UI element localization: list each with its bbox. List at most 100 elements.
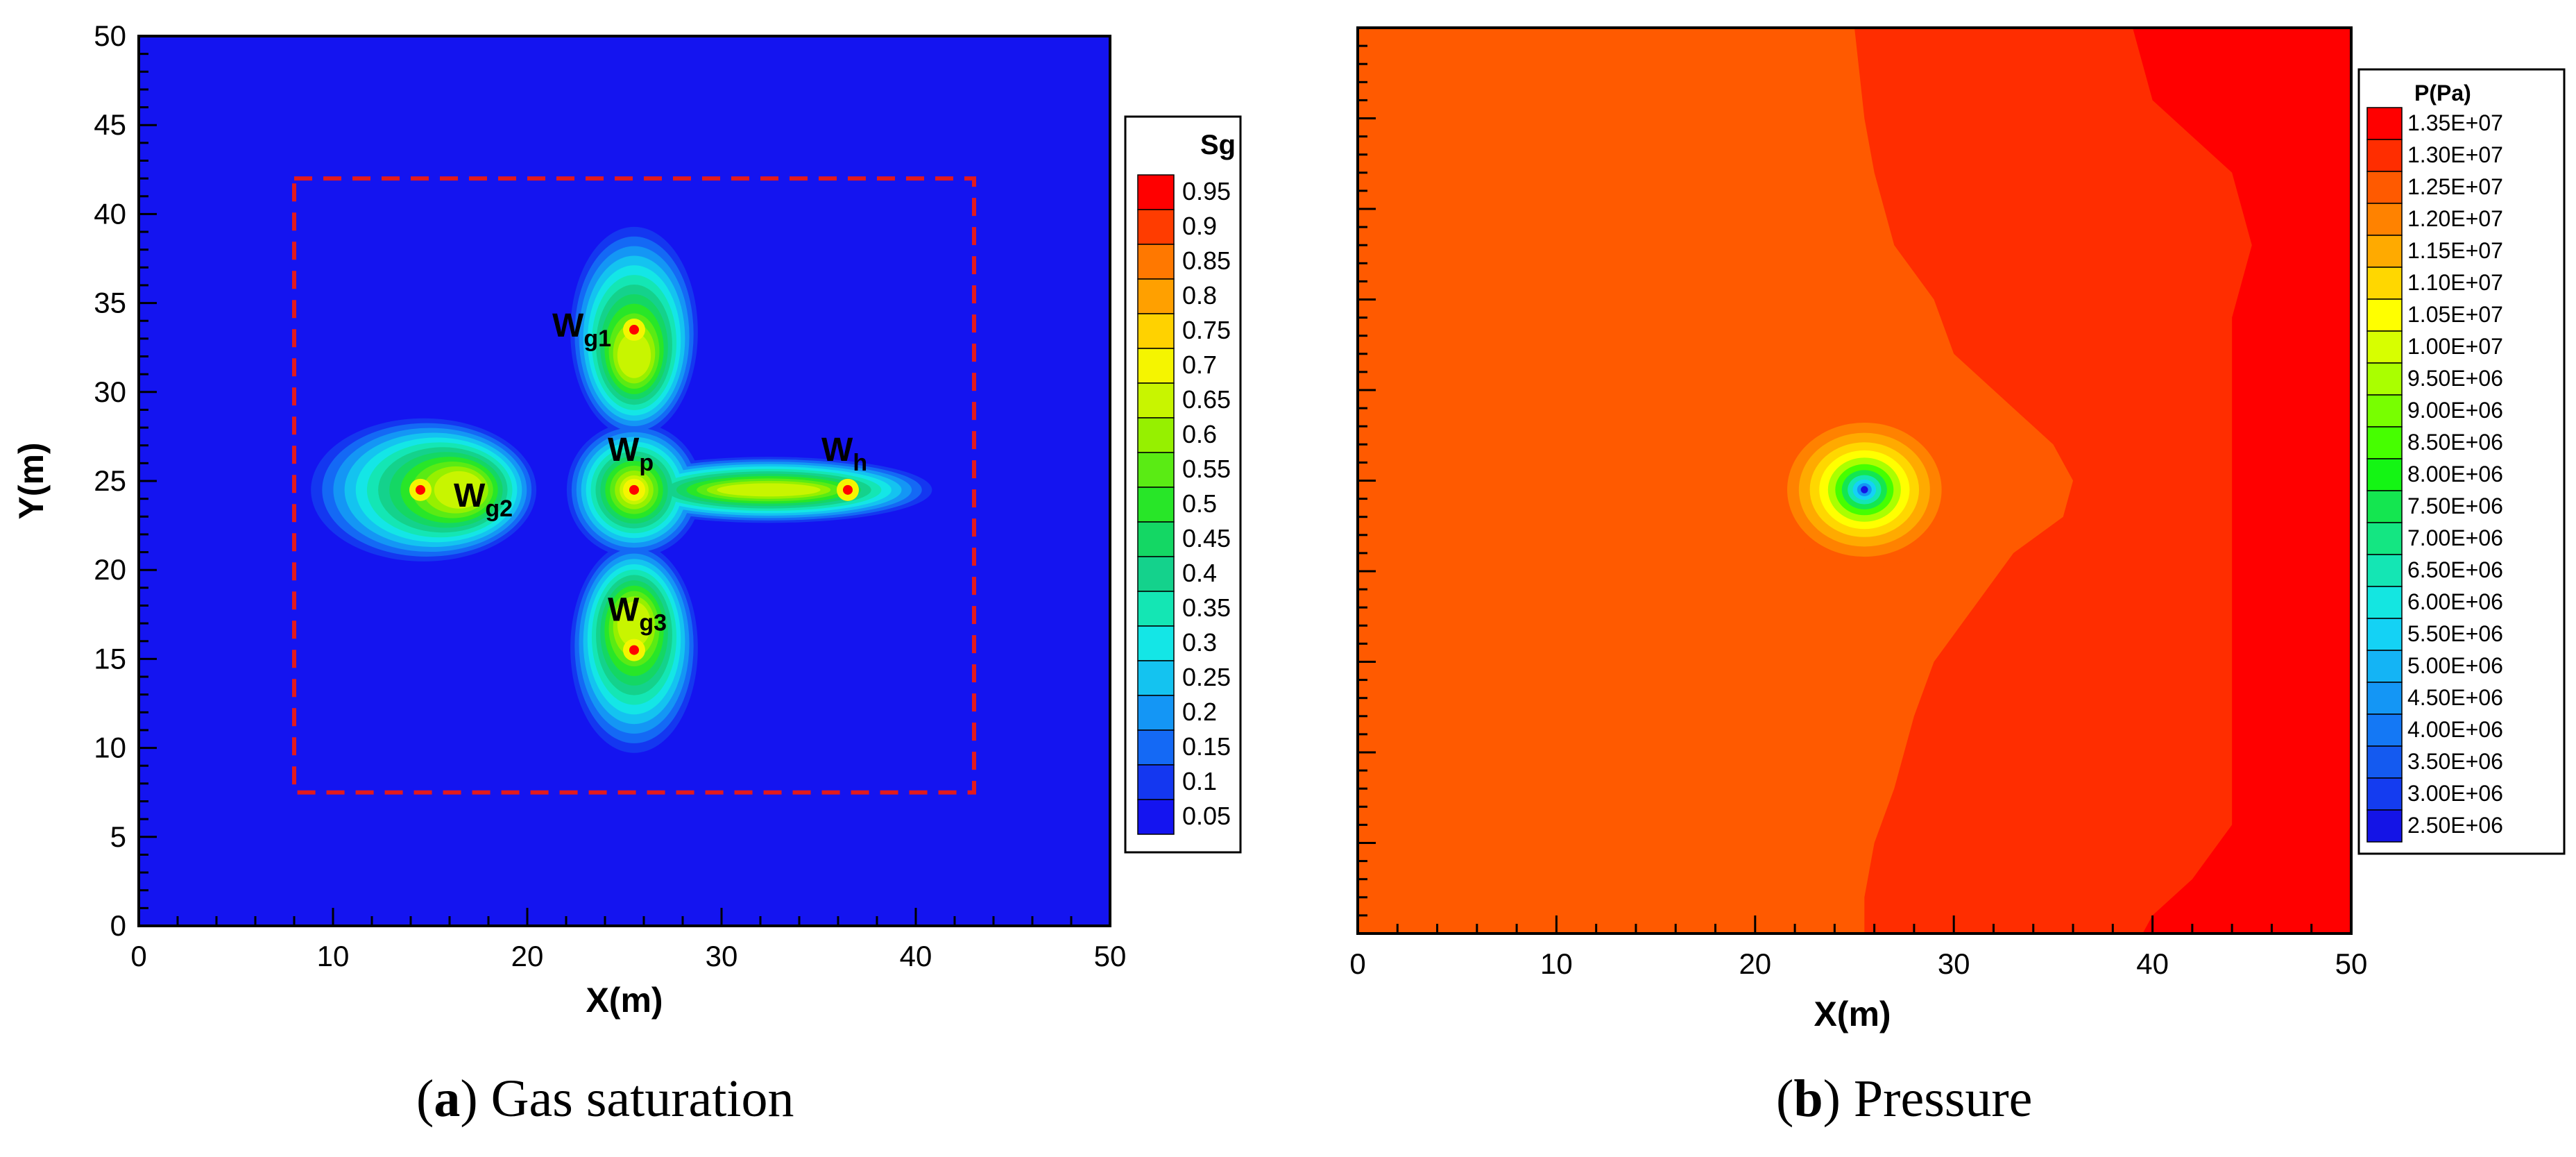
well-label-p: Wp <box>608 432 654 476</box>
y-tick-label-a: 0 <box>110 909 126 942</box>
caption-a-letter: a <box>434 1070 461 1128</box>
legend-label-b: 1.30E+07 <box>2407 142 2503 167</box>
legend-levels-a: 0.95 0.9 0.85 0.8 0.75 0.7 0.65 0.6 0.55 0.5 0.45 0… <box>1137 174 1231 835</box>
caption-b: (b) Pressure <box>1776 1070 2033 1128</box>
y-tick-label-a: 15 <box>94 642 126 675</box>
well-label-g2: Wg2 <box>454 478 513 522</box>
y-tick-label-a: 10 <box>94 732 126 764</box>
sg-lobe-left <box>434 471 484 509</box>
legend-swatch-b <box>2366 298 2403 332</box>
x-tick-label-b: 0 <box>1349 947 1365 980</box>
well-marker-core <box>629 325 639 335</box>
legend-label-b: 1.00E+07 <box>2407 334 2503 359</box>
legend-swatch-b <box>2366 809 2403 843</box>
legend-label-b: 6.50E+06 <box>2407 557 2503 582</box>
legend-label-a: 0.5 <box>1182 489 1217 518</box>
legend-swatch-a <box>1137 625 1175 661</box>
legend-label-b: 4.50E+06 <box>2407 685 2503 710</box>
legend-label-a: 0.3 <box>1182 628 1217 657</box>
x-tick-label-a: 40 <box>900 940 932 972</box>
legend-label-a: 0.8 <box>1182 281 1217 310</box>
wells: Wg1 Wg2 Wp Wh Wg3 <box>409 307 867 661</box>
legend-swatch-a <box>1137 799 1175 835</box>
legend-label-b: 6.00E+06 <box>2407 589 2503 614</box>
legend-label-b: 9.50E+06 <box>2407 366 2503 391</box>
legend-swatch-b <box>2366 394 2403 428</box>
legend-label-b: 1.20E+07 <box>2407 206 2503 231</box>
legend-swatch-a <box>1137 417 1175 453</box>
legend-swatch-a <box>1137 348 1175 384</box>
legend-swatch-b <box>2366 586 2403 619</box>
region-of-interest-box <box>292 176 976 795</box>
legend-swatch-b <box>2366 139 2403 172</box>
x-axis-label-b: X(m) <box>1814 995 1891 1033</box>
gas-saturation-panel: Wg1 Wg2 Wp Wh Wg3 0 10 20 30 40 50 0 5 10 15 20 25 30 35 4… <box>12 19 1242 1020</box>
legend-title-a: Sg <box>1200 130 1236 160</box>
x-tick-label-b: 10 <box>1540 947 1573 980</box>
legend-label-a: 0.65 <box>1182 385 1231 414</box>
y-tick-label-a: 25 <box>94 464 126 497</box>
y-tick-label-a: 30 <box>94 375 126 408</box>
legend-swatch-b <box>2366 426 2403 459</box>
legend-swatch-a <box>1137 556 1175 592</box>
legend-label-a: 0.4 <box>1182 559 1217 587</box>
x-tick-label-b: 40 <box>2136 947 2169 980</box>
y-tick-label-a: 45 <box>94 108 126 141</box>
x-axis-label-a: X(m) <box>586 981 663 1020</box>
legend-swatch-b <box>2366 107 2403 140</box>
legend-label-a: 0.75 <box>1182 316 1231 344</box>
y-tick-label-a: 40 <box>94 197 126 230</box>
pressure-panel: 0 10 20 30 40 50 X(m) P(Pa) 1.35E+071.30E+071… <box>1349 26 2566 1033</box>
legend-swatch-a <box>1137 695 1175 731</box>
legend-label-b: 1.15E+07 <box>2407 238 2503 263</box>
well-marker-core <box>843 484 853 495</box>
legend-swatch-a <box>1137 591 1175 627</box>
y-tick-label-a: 35 <box>94 287 126 319</box>
sg-lobe-up <box>617 332 651 378</box>
gas-saturation-axes: 0 10 20 30 40 50 0 5 10 15 20 25 30 35 40 45 50 <box>94 19 1126 972</box>
legend-label-a: 0.2 <box>1182 698 1217 726</box>
legend-label-b: 9.00E+06 <box>2407 398 2503 423</box>
legend-swatch-b <box>2366 330 2403 364</box>
pressure-band-1.30E+07 <box>1854 28 2351 934</box>
legend-swatch-b <box>2366 777 2403 811</box>
legend-label-a: 0.9 <box>1182 212 1217 240</box>
legend-label-a: 0.25 <box>1182 663 1231 691</box>
x-tick-label-a: 20 <box>511 940 544 972</box>
x-tick-label-a: 10 <box>317 940 350 972</box>
caption-b-letter: b <box>1793 1070 1823 1128</box>
legend-label-b: 8.50E+06 <box>2407 430 2503 455</box>
legend-label-b: 7.50E+06 <box>2407 493 2503 518</box>
legend-swatch-b <box>2366 745 2403 779</box>
legend-swatch-a <box>1137 174 1175 210</box>
legend-swatch-a <box>1137 244 1175 280</box>
legend-label-b: 2.50E+06 <box>2407 813 2503 838</box>
legend-swatch-b <box>2366 171 2403 204</box>
legend-swatch-b <box>2366 458 2403 491</box>
legend-label-b: 1.35E+07 <box>2407 110 2503 135</box>
pressure-cone-ring <box>1861 486 1868 493</box>
legend-label-b: 1.10E+07 <box>2407 270 2503 295</box>
legend-label-a: 0.7 <box>1182 351 1217 379</box>
y-axis-label-a: Y(m) <box>12 442 51 519</box>
well-marker-core <box>629 645 639 655</box>
pressure-band-1.35E+07 <box>2132 28 2351 934</box>
legend-swatch-b <box>2366 203 2403 236</box>
y-tick-label-a: 20 <box>94 553 126 586</box>
legend-levels-b: 1.35E+07 1.30E+07 1.25E+07 1.20E+07 1.15E+07… <box>2366 107 2503 843</box>
legend-swatch-a <box>1137 764 1175 800</box>
legend-swatch-a <box>1137 382 1175 419</box>
legend-swatch-a <box>1137 660 1175 696</box>
well-marker-core <box>416 484 425 495</box>
legend-label-a: 0.35 <box>1182 593 1231 622</box>
gas-saturation-contours <box>311 226 932 753</box>
x-tick-label-b: 20 <box>1739 947 1771 980</box>
pressure-axes: 0 10 20 30 40 50 <box>1349 26 2367 980</box>
legend-label-b: 3.50E+06 <box>2407 749 2503 774</box>
legend-swatch-b <box>2366 713 2403 747</box>
legend-label-a: 0.45 <box>1182 524 1231 552</box>
legend-swatch-a <box>1137 278 1175 314</box>
x-tick-label-b: 30 <box>1938 947 1970 980</box>
legend-label-a: 0.15 <box>1182 732 1231 761</box>
